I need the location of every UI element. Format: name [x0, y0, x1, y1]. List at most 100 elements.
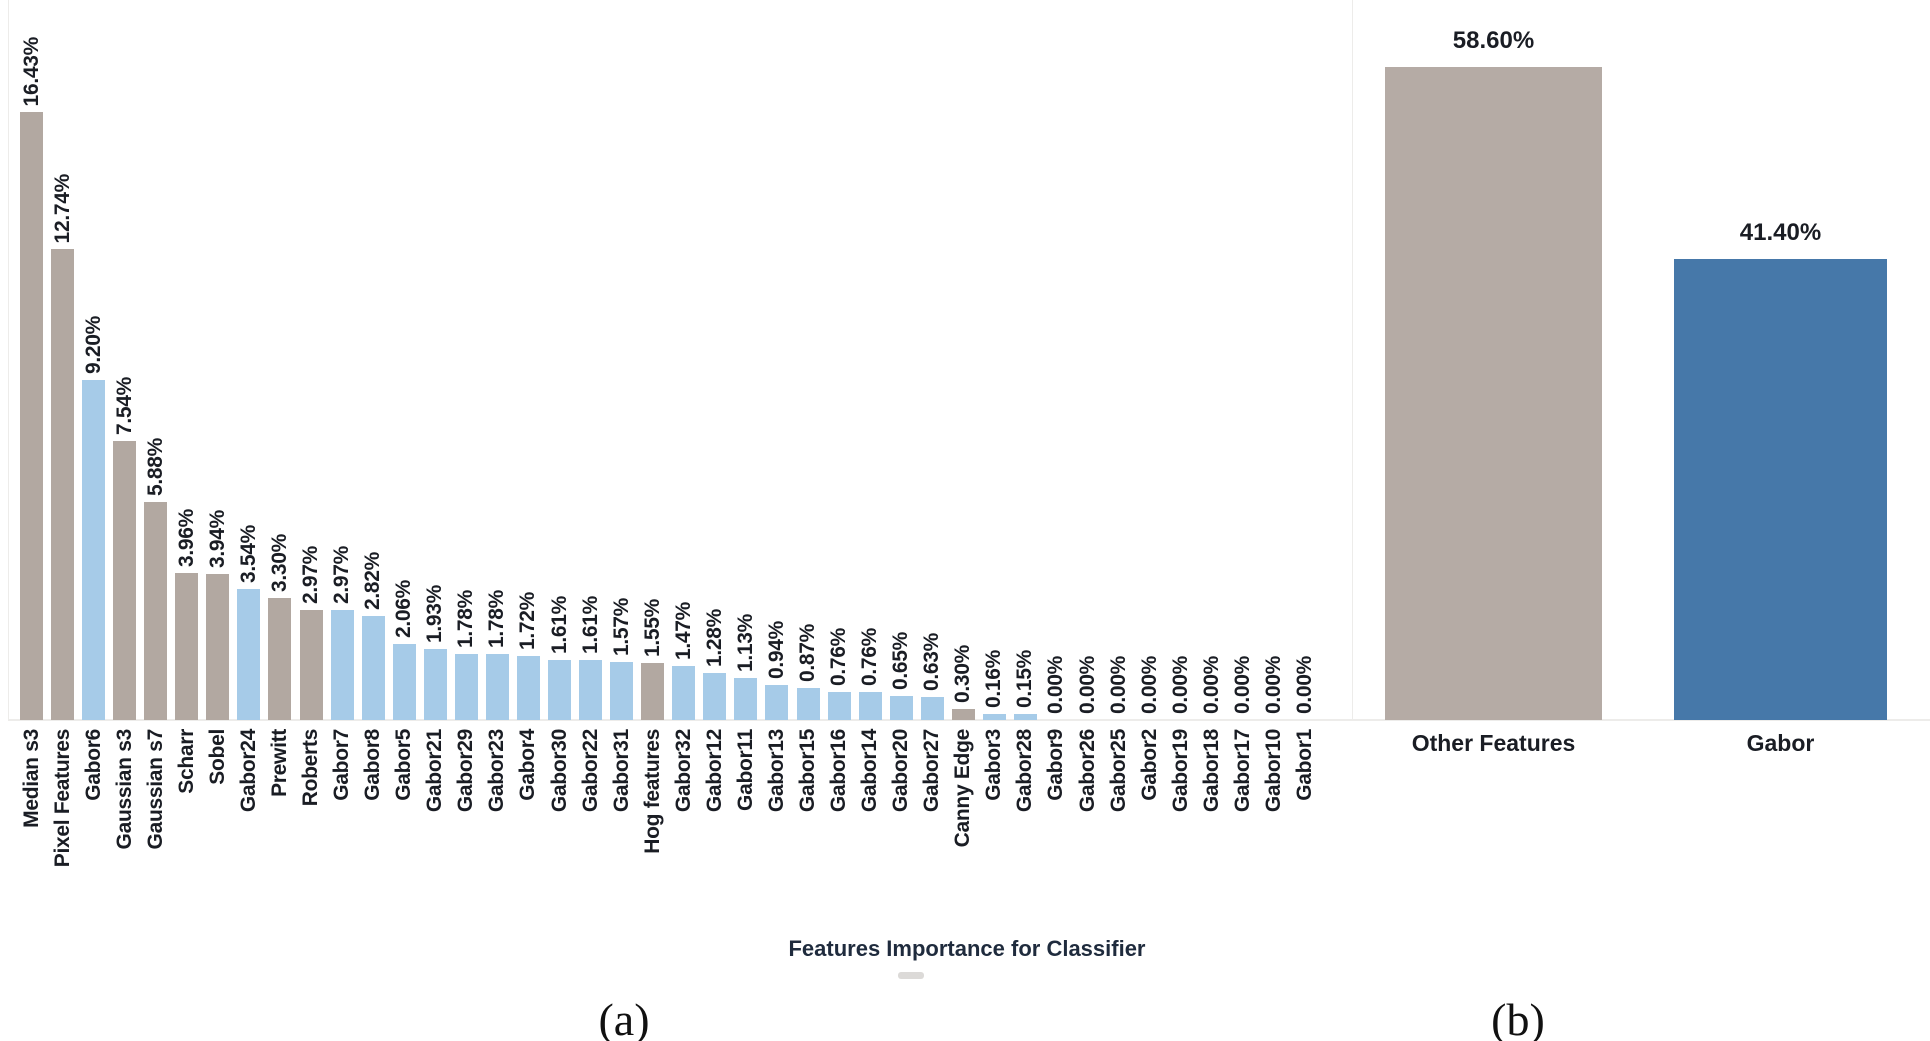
bar-value-label: 12.74% [50, 173, 74, 243]
caption-a: (a) [598, 994, 650, 1041]
bar-category-label: Gabor8 [361, 729, 385, 801]
bar-value-label: 0.00% [1137, 655, 1161, 714]
bar-category-label: Prewitt [267, 729, 291, 797]
bar-gabor11 [734, 678, 758, 720]
bar-gabor12 [703, 673, 727, 720]
chart-a-baseline [8, 719, 1352, 721]
bar-value-label: 0.00% [1106, 655, 1130, 714]
bar-category-label: Pixel Features [50, 729, 74, 868]
bar-gabor7 [330, 610, 354, 720]
bar-gabor28 [1013, 714, 1037, 720]
bar-category-label: Scharr [174, 729, 198, 794]
bar-gabor29 [454, 654, 478, 720]
bar-gabor22 [579, 660, 603, 720]
bar-category-label: Gabor27 [920, 729, 944, 813]
bar-category-label: Gabor16 [827, 729, 851, 813]
bar-value-label: 1.78% [485, 589, 509, 648]
bar-gabor16 [827, 692, 851, 720]
bar-value-label: 3.96% [174, 508, 198, 567]
bar-value-label: 0.00% [1168, 655, 1192, 714]
bar-value-label: 9.20% [81, 315, 105, 374]
bar-gabor5 [392, 644, 416, 720]
bar-value-label: 0.00% [1044, 655, 1068, 714]
bar-value-label: 0.15% [1013, 649, 1037, 708]
bar-value-label: 0.00% [1199, 655, 1223, 714]
bar-gabor21 [423, 649, 447, 720]
bar-category-label: Gabor23 [485, 729, 509, 813]
bar-category-label: Gabor10 [1261, 729, 1285, 813]
bar-gabor6 [82, 380, 106, 720]
bar-gabor30 [548, 660, 572, 720]
bar-category-label: Sobel [205, 729, 229, 785]
bar-category-label: Gabor31 [609, 729, 633, 813]
bar-gabor14 [858, 692, 882, 720]
bar-gaussian-s3 [113, 441, 137, 720]
bar-category-label: Gabor [1746, 730, 1815, 756]
bar-value-label: 1.78% [454, 589, 478, 648]
chart-a-title: Features Importance for Classifier [788, 936, 1146, 961]
bar-category-label: Gabor25 [1106, 729, 1130, 813]
bar-prewitt [268, 598, 292, 720]
bar-category-label: Hog features [640, 729, 664, 854]
bar-value-label: 2.06% [392, 579, 416, 638]
bar-category-label: Gabor9 [1044, 729, 1068, 801]
bar-value-label: 0.63% [920, 632, 944, 691]
bar-category-label: Gaussian s7 [143, 729, 167, 850]
bar-pixel-features [51, 249, 75, 720]
bar-category-label: Gabor14 [858, 729, 882, 813]
bar-value-label: 1.47% [671, 601, 695, 660]
bar-value-label: 3.94% [205, 509, 229, 568]
bar-value-label: 0.00% [1075, 655, 1099, 714]
bar-value-label: 0.00% [1261, 655, 1285, 714]
bar-gaussian-s7 [144, 502, 168, 720]
bar-value-label: 16.43% [19, 36, 43, 106]
bar-gabor27 [920, 697, 944, 720]
bar-category-label: Gabor19 [1168, 729, 1192, 813]
bar-category-label: Gabor20 [889, 729, 913, 813]
bar-value-label: 0.94% [764, 620, 788, 679]
bar-gabor24 [237, 589, 261, 720]
bar-category-label: Gabor28 [1013, 729, 1037, 813]
bar-median-s3 [20, 112, 43, 720]
bar-value-label: 3.54% [236, 524, 260, 583]
bar-sobel [206, 574, 230, 720]
bar-category-label: Gabor17 [1230, 729, 1254, 813]
bar-value-label: 0.00% [1230, 655, 1254, 714]
bar-gabor13 [765, 685, 789, 720]
bar-roberts [299, 610, 323, 720]
title-smudge-artifact [898, 972, 924, 979]
bar-category-label: Canny Edge [951, 729, 975, 848]
bar-value-label: 1.61% [547, 595, 571, 654]
bar-value-label: 0.16% [982, 649, 1006, 708]
bar-value-label: 0.76% [858, 627, 882, 686]
bar-category-label: Median s3 [19, 729, 43, 828]
bar-gabor4 [516, 656, 540, 720]
bar-value-label: 1.28% [702, 608, 726, 667]
bar-value-label: 3.30% [267, 533, 291, 592]
bar-value-label: 0.30% [951, 644, 975, 703]
bar-value-label: 1.55% [640, 598, 664, 657]
bar-value-label: 0.87% [796, 623, 819, 682]
bar-gabor15 [796, 688, 820, 720]
bar-other-features [1385, 67, 1602, 720]
bar-value-label: 1.13% [733, 613, 757, 672]
bar-category-label: Roberts [299, 729, 323, 807]
bar-category-label: Gabor1 [1292, 729, 1316, 801]
bar-value-label: 2.97% [299, 545, 323, 604]
bar-category-label: Gabor22 [578, 729, 602, 813]
bar-category-label: Gabor18 [1199, 729, 1223, 813]
bar-category-label: Gabor24 [236, 729, 260, 813]
bar-category-label: Gabor26 [1075, 729, 1099, 813]
bar-category-label: Gabor11 [733, 729, 757, 811]
bar-category-label: Gabor13 [764, 729, 788, 813]
chart-b-y-axis-line [1352, 0, 1353, 720]
bar-gabor [1674, 259, 1887, 720]
bar-gabor20 [889, 696, 913, 720]
bar-category-label: Gabor21 [423, 729, 447, 813]
bar-category-label: Gabor32 [671, 729, 695, 813]
bar-value-label: 1.72% [516, 591, 540, 650]
bar-category-label: Gabor12 [702, 729, 726, 813]
bar-category-label: Gabor7 [330, 729, 354, 801]
bar-category-label: Gabor6 [81, 729, 105, 801]
